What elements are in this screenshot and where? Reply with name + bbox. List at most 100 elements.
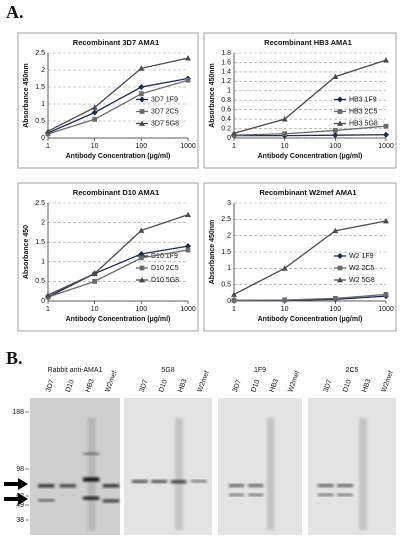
band: [170, 480, 187, 484]
y-tick-label: 1: [227, 88, 231, 95]
mw-marker: 38: [16, 517, 24, 524]
y-tick-label: 1.6: [221, 59, 231, 66]
marker: [138, 227, 145, 233]
y-tick-label: 0.5: [35, 118, 45, 125]
lane-label: W2mef: [381, 370, 395, 393]
marker: [337, 253, 343, 259]
series-line: [47, 214, 189, 296]
y-tick-label: 0.6: [221, 107, 231, 114]
smear: [175, 418, 183, 530]
legend-label: D10 1F9: [151, 253, 178, 260]
chart-title: Recombinant 3D7 AMA1: [73, 38, 159, 47]
lane-label: HB3: [85, 378, 96, 393]
legend-label: 3D7 1F9: [151, 96, 178, 103]
smear: [266, 418, 275, 530]
legend-label: D10 5G8: [151, 277, 179, 284]
marker: [139, 265, 145, 271]
legend-label: D10 2C5: [151, 265, 179, 272]
marker: [383, 131, 389, 138]
legend-label: HB3 2C5: [349, 108, 378, 115]
marker: [332, 128, 338, 133]
y-tick-label: 0: [227, 135, 231, 142]
blot-image: [218, 398, 302, 535]
lane-label: W2mef: [197, 370, 211, 393]
y-tick-label: 0.2: [221, 125, 231, 132]
y-tick-label: 1.8: [221, 50, 231, 57]
marker: [337, 277, 343, 283]
y-tick-label: 2: [41, 219, 45, 226]
x-tick-label: 1: [232, 306, 236, 313]
marker: [383, 123, 389, 129]
band: [102, 484, 120, 488]
marker: [231, 291, 237, 297]
x-tick-label: 1: [232, 143, 236, 150]
marker: [138, 255, 144, 261]
lane-label: 3D7: [323, 379, 334, 394]
legend-label: W2 2C5: [349, 265, 374, 272]
marker: [332, 295, 338, 301]
marker: [383, 217, 389, 224]
x-axis-label: Antibody Concentration (µg/ml): [66, 153, 171, 160]
lane-label: D10: [342, 379, 353, 394]
x-tick-label: 1000: [378, 306, 394, 313]
marker: [281, 116, 288, 122]
marker: [282, 131, 288, 137]
y-tick-label: 0: [41, 298, 45, 305]
marker: [139, 96, 145, 103]
chart-title: Recombinant W2mef AMA1: [259, 188, 356, 197]
marker: [231, 130, 237, 136]
band: [38, 484, 55, 488]
x-tick-label: 100: [135, 143, 147, 150]
band: [317, 493, 334, 496]
series-line: [233, 125, 387, 136]
y-tick-label: 1: [227, 265, 231, 272]
band: [248, 493, 264, 496]
marker: [139, 120, 145, 126]
marker: [383, 57, 389, 63]
blot-title: 1F9: [254, 367, 266, 374]
band: [337, 484, 353, 487]
series-line: [47, 245, 189, 298]
lane-label: D10: [250, 379, 261, 394]
arrow: [4, 493, 28, 505]
band: [190, 480, 207, 483]
lane-label: D10: [158, 379, 169, 394]
x-tick-label: 10: [281, 306, 289, 313]
x-tick-label: 1: [46, 306, 50, 313]
marker: [185, 243, 191, 250]
marker: [332, 132, 339, 139]
y-tick-label: 0.5: [35, 278, 45, 285]
band: [59, 484, 76, 488]
x-tick-label: 1000: [180, 143, 196, 150]
marker: [185, 211, 191, 218]
y-tick-label: 0: [227, 298, 231, 305]
blot-title: Rabbit anti-AMA1: [48, 367, 103, 374]
x-tick-label: 10: [281, 143, 289, 150]
marker: [332, 227, 339, 234]
marker: [383, 292, 389, 297]
y-tick-label: 2: [41, 67, 45, 74]
y-tick-label: 1.5: [35, 84, 45, 91]
arrow: [4, 478, 28, 490]
series-line: [233, 59, 387, 134]
chart-title: Recombinant D10 AMA1: [73, 188, 159, 197]
legend-label: 3D7 2C5: [151, 108, 179, 115]
series-line: [233, 293, 387, 301]
marker: [138, 65, 145, 71]
band: [248, 484, 264, 487]
lane-label: W2mef: [104, 370, 118, 393]
marker: [337, 265, 343, 271]
x-tick-label: 100: [329, 143, 341, 150]
y-tick-label: 3: [227, 200, 231, 207]
y-tick-label: 0.8: [221, 97, 231, 104]
lane-label: HB3: [177, 378, 188, 393]
marker: [139, 277, 145, 283]
x-tick-label: 1000: [378, 143, 394, 150]
marker: [91, 270, 98, 276]
marker: [92, 116, 98, 122]
mw-marker: 188: [12, 409, 24, 416]
blot-title: 5G8: [161, 367, 174, 374]
y-tick-label: 2.5: [35, 50, 45, 57]
smear: [87, 418, 96, 530]
